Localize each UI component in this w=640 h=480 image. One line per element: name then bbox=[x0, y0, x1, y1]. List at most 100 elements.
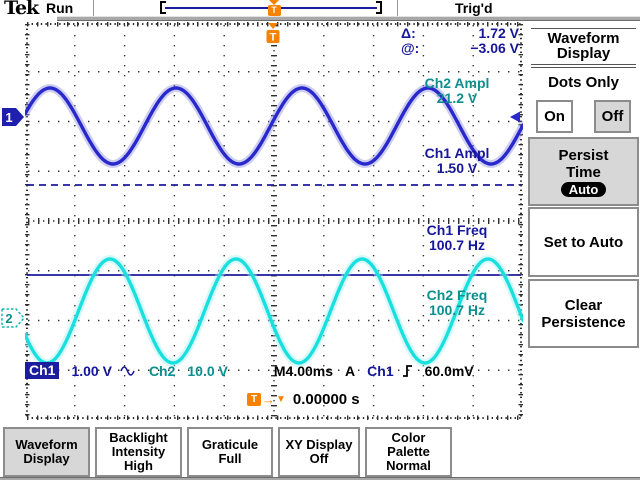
cursor-readout: Δ: 1.72 V @: −3.06 V bbox=[401, 26, 519, 56]
topbar-divider2 bbox=[397, 0, 398, 16]
set-to-auto-label: Set to Auto bbox=[543, 233, 624, 251]
cursor-at-value: −3.06 V bbox=[470, 40, 519, 56]
menu-label-line: Color bbox=[391, 430, 426, 445]
cursor-delta-value: 1.72 V bbox=[478, 25, 519, 41]
ch2-scale: 10.0 V bbox=[187, 362, 228, 379]
clear-persistence-button[interactable]: Clear Persistence bbox=[528, 279, 639, 348]
menu-title-line: Display bbox=[556, 45, 611, 62]
cursor-delta-label: Δ: bbox=[401, 25, 416, 41]
ch2-label: Ch2 bbox=[148, 362, 176, 379]
side-menu: Waveform Display Dots Only On Off Persis… bbox=[527, 21, 640, 425]
cursor-delta-row: Δ: 1.72 V bbox=[401, 26, 519, 41]
bottom-menu-xy-display[interactable]: XY Display Off bbox=[278, 427, 360, 477]
top-status-bar: Tek Run T Trig'd bbox=[0, 0, 640, 19]
menu-label-line: Palette bbox=[387, 444, 430, 459]
trigger-t-icon: T bbox=[267, 5, 281, 16]
menu-label-line: Full bbox=[218, 451, 242, 466]
ch1-marker-shape bbox=[2, 108, 24, 126]
ch1-scale: 1.00 V bbox=[71, 362, 112, 379]
bottom-menu-backlight-intensity[interactable]: Backlight Intensity High bbox=[95, 427, 182, 477]
clear-label-line: Persistence bbox=[541, 313, 626, 331]
timebase-readout: M4.00ms bbox=[273, 362, 334, 379]
menu-label-line: High bbox=[124, 458, 153, 473]
measurement-value: 1.50 V bbox=[436, 160, 478, 176]
side-menu-title: Waveform Display bbox=[527, 31, 640, 61]
menu-double-rule bbox=[531, 64, 636, 68]
bottom-menu: Waveform Display Backlight Intensity Hig… bbox=[0, 427, 640, 477]
bottom-menu-color-palette[interactable]: Color Palette Normal bbox=[365, 427, 452, 477]
persist-time-button[interactable]: Persist Time Auto bbox=[528, 137, 639, 206]
dots-off-button[interactable]: Off bbox=[594, 100, 631, 133]
ch2-marker-digit: 2 bbox=[5, 311, 12, 326]
measurement-label: Ch1 Freq bbox=[426, 222, 488, 238]
measurement-ch2-ampl: Ch2 Ampl 21.2 V bbox=[401, 76, 513, 106]
measurement-ch1-freq: Ch1 Freq 100.7 Hz bbox=[401, 223, 513, 253]
ch1-ground-marker: 1 bbox=[2, 108, 24, 126]
acquisition-status: Run bbox=[46, 0, 74, 16]
ch2-waveform bbox=[25, 257, 523, 365]
waveform-left-arrow-icon bbox=[510, 111, 520, 123]
arrow-right-icon: → bbox=[262, 391, 275, 407]
on-label: On bbox=[544, 108, 565, 125]
menu-label-line: Graticule bbox=[201, 437, 259, 452]
trigger-flag-t: T bbox=[270, 32, 277, 44]
record-trigger-position-icon: T bbox=[267, 0, 281, 16]
graticule-area: T Δ: 1.72 V @: −3.06 V Ch2 Ampl 21.2 V C… bbox=[25, 22, 523, 420]
down-triangle-icon bbox=[269, 0, 279, 5]
cursor-at-label: @: bbox=[401, 40, 420, 56]
ac-coupling-sine-icon bbox=[120, 365, 135, 376]
menu-label-line: Off bbox=[309, 451, 329, 466]
measurement-label: Ch1 Ampl bbox=[424, 145, 490, 161]
ch1-badge: Ch1 bbox=[25, 362, 60, 379]
menu-label-line: Waveform bbox=[15, 437, 78, 452]
measurement-value: 21.2 V bbox=[436, 90, 478, 106]
menu-label-line: Display bbox=[23, 451, 70, 466]
trigger-time-value: 0.00000 s bbox=[292, 390, 360, 408]
trigger-flag-box-icon bbox=[266, 30, 280, 43]
measurement-ch2-freq: Ch2 Freq 100.7 Hz bbox=[401, 288, 513, 318]
persist-auto-value: Auto bbox=[560, 181, 607, 197]
trigger-t-icon: T bbox=[247, 392, 261, 406]
trigger-time-readout: T → ▼ 0.00000 s bbox=[247, 390, 360, 408]
dots-on-button[interactable]: On bbox=[536, 100, 573, 133]
bottom-menu-waveform-display[interactable]: Waveform Display bbox=[3, 427, 90, 477]
trigger-bus: A bbox=[345, 362, 356, 379]
ch2-marker-shape bbox=[1, 308, 25, 328]
bottom-bezel-bar bbox=[0, 477, 640, 480]
persist-label-line: Persist bbox=[558, 146, 609, 164]
cursor-at-row: @: −3.06 V bbox=[401, 41, 519, 56]
clear-label-line: Clear bbox=[564, 296, 603, 314]
measurement-ch1-ampl: Ch1 Ampl 1.50 V bbox=[401, 146, 513, 176]
menu-title-line: Waveform bbox=[547, 30, 620, 47]
trigger-flag-triangle-icon bbox=[268, 23, 278, 29]
measurement-label: Ch2 Ampl bbox=[424, 75, 490, 91]
tek-logo: Tek bbox=[4, 0, 39, 19]
rising-edge-icon bbox=[402, 364, 412, 377]
bottom-menu-graticule[interactable]: Graticule Full bbox=[187, 427, 273, 477]
persist-label-line: Time bbox=[566, 163, 601, 181]
measurement-value: 100.7 Hz bbox=[428, 302, 486, 318]
trigger-level: 60.0mV bbox=[424, 362, 474, 379]
set-to-auto-button[interactable]: Set to Auto bbox=[528, 207, 639, 277]
down-triangle-icon: ▼ bbox=[276, 393, 286, 405]
menu-label-line: XY Display bbox=[285, 437, 353, 452]
channel-status-bar: Ch1 1.00 V Ch2 10.0 V M4.00ms A Ch1 60.0… bbox=[25, 361, 523, 380]
trigger-source: Ch1 bbox=[367, 362, 394, 379]
measurement-value: 100.7 Hz bbox=[428, 237, 486, 253]
bezel-separator-bar bbox=[57, 16, 640, 21]
menu-label-line: Normal bbox=[386, 458, 431, 473]
menu-label-line: Backlight bbox=[109, 430, 168, 445]
record-view-bar: T bbox=[160, 0, 382, 16]
menu-separator bbox=[531, 28, 636, 29]
dots-only-label: Dots Only bbox=[548, 74, 619, 91]
topbar-divider bbox=[93, 0, 94, 16]
ch1-marker-digit: 1 bbox=[5, 110, 12, 125]
trigger-status: Trig'd bbox=[455, 0, 493, 16]
menu-label-line: Intensity bbox=[111, 444, 166, 459]
ch2-ground-marker: 2 bbox=[1, 308, 25, 328]
record-right-bracket-icon bbox=[376, 1, 382, 14]
waveform-display: T bbox=[25, 22, 523, 420]
off-label: Off bbox=[601, 108, 624, 125]
record-left-bracket-icon bbox=[160, 1, 166, 14]
